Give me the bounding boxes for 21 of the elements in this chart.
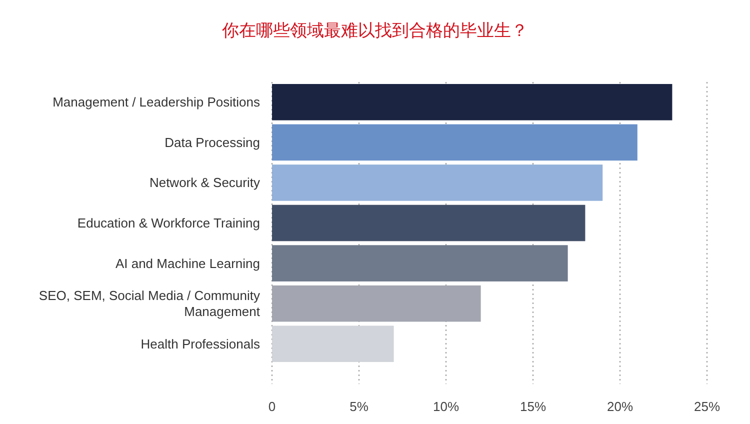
bar bbox=[272, 285, 481, 322]
x-tick-label: 25% bbox=[694, 399, 720, 414]
bar bbox=[272, 326, 394, 362]
x-tick-label: 0 bbox=[268, 399, 276, 414]
x-tick-label: 15% bbox=[520, 399, 546, 414]
y-tick-label: AI and Machine Learning bbox=[115, 256, 260, 271]
bar bbox=[272, 204, 586, 242]
y-tick-label: Data Processing bbox=[164, 134, 260, 150]
y-tick-label: Health Professionals bbox=[140, 336, 260, 352]
bar bbox=[272, 124, 638, 161]
y-tick-label: Network & Security bbox=[149, 175, 260, 190]
bar bbox=[272, 164, 603, 201]
x-tick-label: 20% bbox=[606, 399, 634, 414]
y-tick-label: SEO, SEM, Social Media / Community Management bbox=[38, 288, 260, 320]
x-tick-label: 5% bbox=[350, 399, 369, 414]
y-tick-label: Management / Leadership Positions bbox=[52, 94, 260, 110]
chart-title: 你在哪些领域最难以找到合格的毕业生？ bbox=[221, 21, 528, 40]
bar bbox=[272, 245, 568, 282]
bar bbox=[272, 84, 672, 120]
x-tick-label: 10% bbox=[432, 399, 460, 414]
y-tick-label: Education & Workforce Training bbox=[77, 216, 260, 230]
